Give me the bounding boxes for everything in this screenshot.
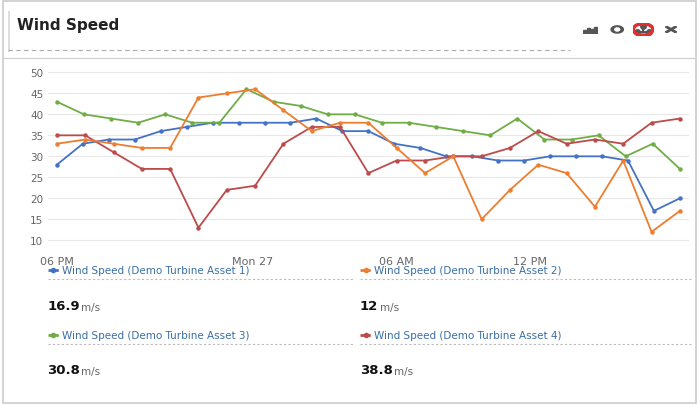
Text: m/s: m/s [81,366,100,376]
Text: m/s: m/s [394,366,412,376]
Text: 16.9: 16.9 [48,299,80,312]
Text: Wind Speed: Wind Speed [17,18,120,33]
Polygon shape [615,29,619,32]
Bar [591,30,594,34]
Text: 30.8: 30.8 [48,363,80,376]
Bar [594,28,598,34]
Polygon shape [615,29,619,32]
Polygon shape [611,27,624,34]
Text: m/s: m/s [380,302,398,312]
Text: 38.8: 38.8 [360,363,393,376]
Bar [583,31,586,34]
Text: Wind Speed (Demo Turbine Asset 3): Wind Speed (Demo Turbine Asset 3) [62,330,249,340]
Text: m/s: m/s [81,302,100,312]
Text: 12: 12 [360,299,378,312]
Text: Wind Speed (Demo Turbine Asset 1): Wind Speed (Demo Turbine Asset 1) [62,265,249,275]
Bar [587,29,590,34]
Text: Wind Speed (Demo Turbine Asset 2): Wind Speed (Demo Turbine Asset 2) [374,265,561,275]
Text: Wind Speed (Demo Turbine Asset 4): Wind Speed (Demo Turbine Asset 4) [374,330,561,340]
